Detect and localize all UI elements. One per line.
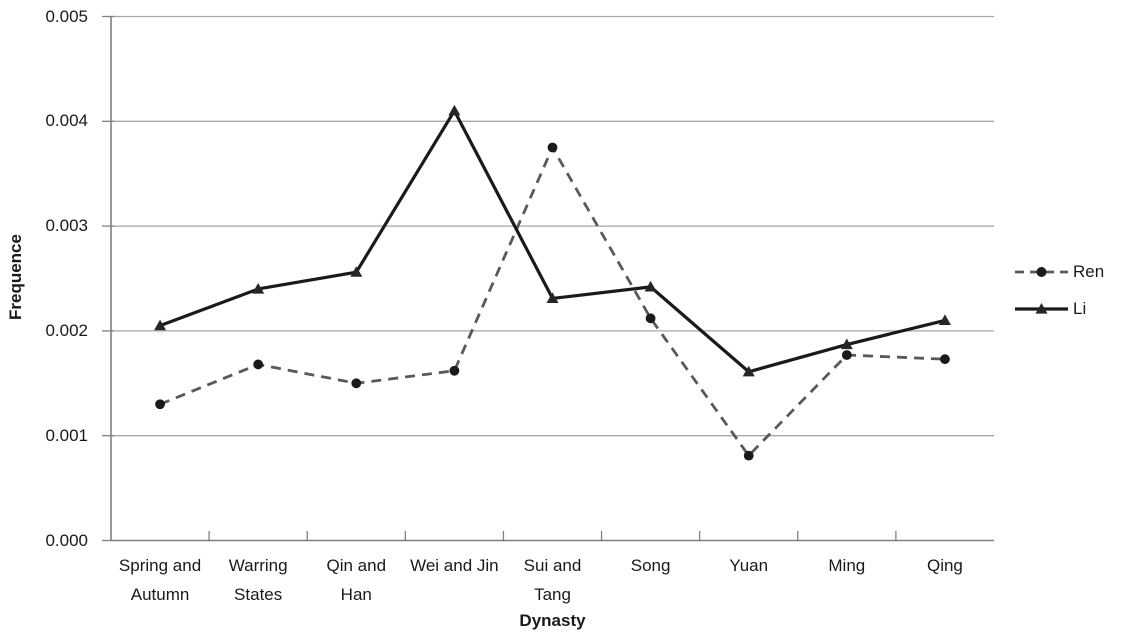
legend-item-ren: Ren — [1013, 258, 1104, 285]
marker-circle-ren — [940, 354, 950, 365]
marker-circle-ren — [155, 399, 165, 410]
x-category-label: Ming — [828, 556, 866, 575]
y-tick-label: 0.000 — [45, 530, 88, 550]
y-tick-label: 0.004 — [45, 111, 88, 131]
li-solid-line-triangle-marker-icon — [1015, 302, 1068, 314]
legend-item-li: Li — [1013, 295, 1104, 322]
y-tick-label: 0.003 — [45, 216, 88, 236]
marker-circle-ren — [253, 359, 264, 370]
ren-dashed-line-circle-marker-icon — [1015, 266, 1068, 277]
marker-circle-ren — [449, 365, 460, 376]
x-category-label: Qing — [926, 556, 963, 575]
legend-label-ren: Ren — [1073, 261, 1105, 281]
marker-triangle-li — [840, 338, 853, 350]
y-tick-label: 0.001 — [45, 425, 88, 445]
legend: Ren Li — [1013, 258, 1104, 322]
marker-circle-ren — [547, 142, 558, 153]
marker-triangle-li — [448, 104, 461, 116]
legend-label-li: Li — [1073, 298, 1087, 318]
marker-triangle-li — [350, 266, 363, 277]
y-tick-label: 0.005 — [45, 6, 88, 26]
marker-triangle-li — [644, 280, 657, 292]
marker-circle-ren — [841, 350, 852, 360]
x-category-label: Qin and Han — [326, 556, 387, 604]
y-axis-title: Frequence — [6, 234, 25, 320]
marker-circle-ren — [743, 450, 754, 461]
y-tick-label: 0.002 — [45, 320, 88, 340]
marker-triangle-li — [154, 319, 167, 331]
x-category-label: Wei and Jin — [410, 556, 499, 575]
marker-triangle-li — [252, 282, 265, 294]
marker-triangle-li — [938, 314, 951, 326]
x-category-label: Song — [630, 556, 671, 575]
x-category-label: Spring and Autumn — [118, 556, 202, 604]
marker-circle-ren — [645, 313, 656, 324]
marker-circle-ren — [351, 378, 362, 389]
marker-triangle-li — [546, 292, 559, 304]
x-category-label: Sui and Tang — [523, 556, 582, 604]
x-category-label: Yuan — [729, 556, 769, 575]
marker-triangle-li — [742, 365, 755, 377]
x-axis-title: Dynasty — [519, 611, 586, 630]
x-category-label: Warring States — [228, 556, 288, 604]
